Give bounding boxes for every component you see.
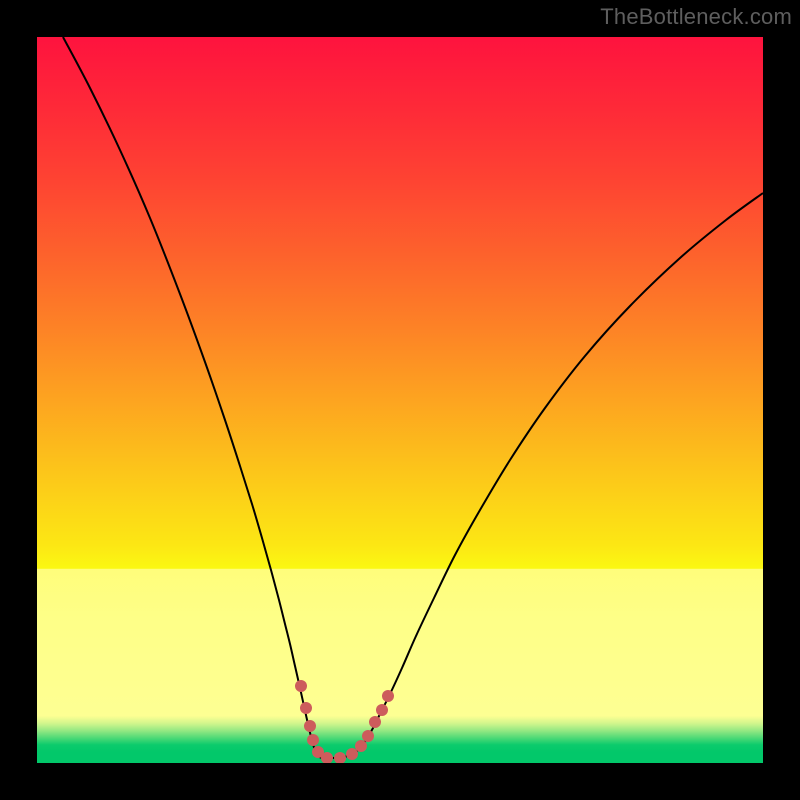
curve-marker: [321, 752, 333, 764]
curve-marker: [346, 748, 358, 760]
curve-marker: [369, 716, 381, 728]
chart-canvas: TheBottleneck.com: [0, 0, 800, 800]
plot-background: [37, 37, 763, 763]
curve-marker: [382, 690, 394, 702]
curve-marker: [295, 680, 307, 692]
watermark-text: TheBottleneck.com: [600, 4, 792, 30]
curve-marker: [334, 752, 346, 764]
curve-marker: [300, 702, 312, 714]
curve-marker: [304, 720, 316, 732]
curve-marker: [376, 704, 388, 716]
bottleneck-chart: [0, 0, 800, 800]
curve-marker: [355, 740, 367, 752]
curve-marker: [307, 734, 319, 746]
curve-marker: [362, 730, 374, 742]
